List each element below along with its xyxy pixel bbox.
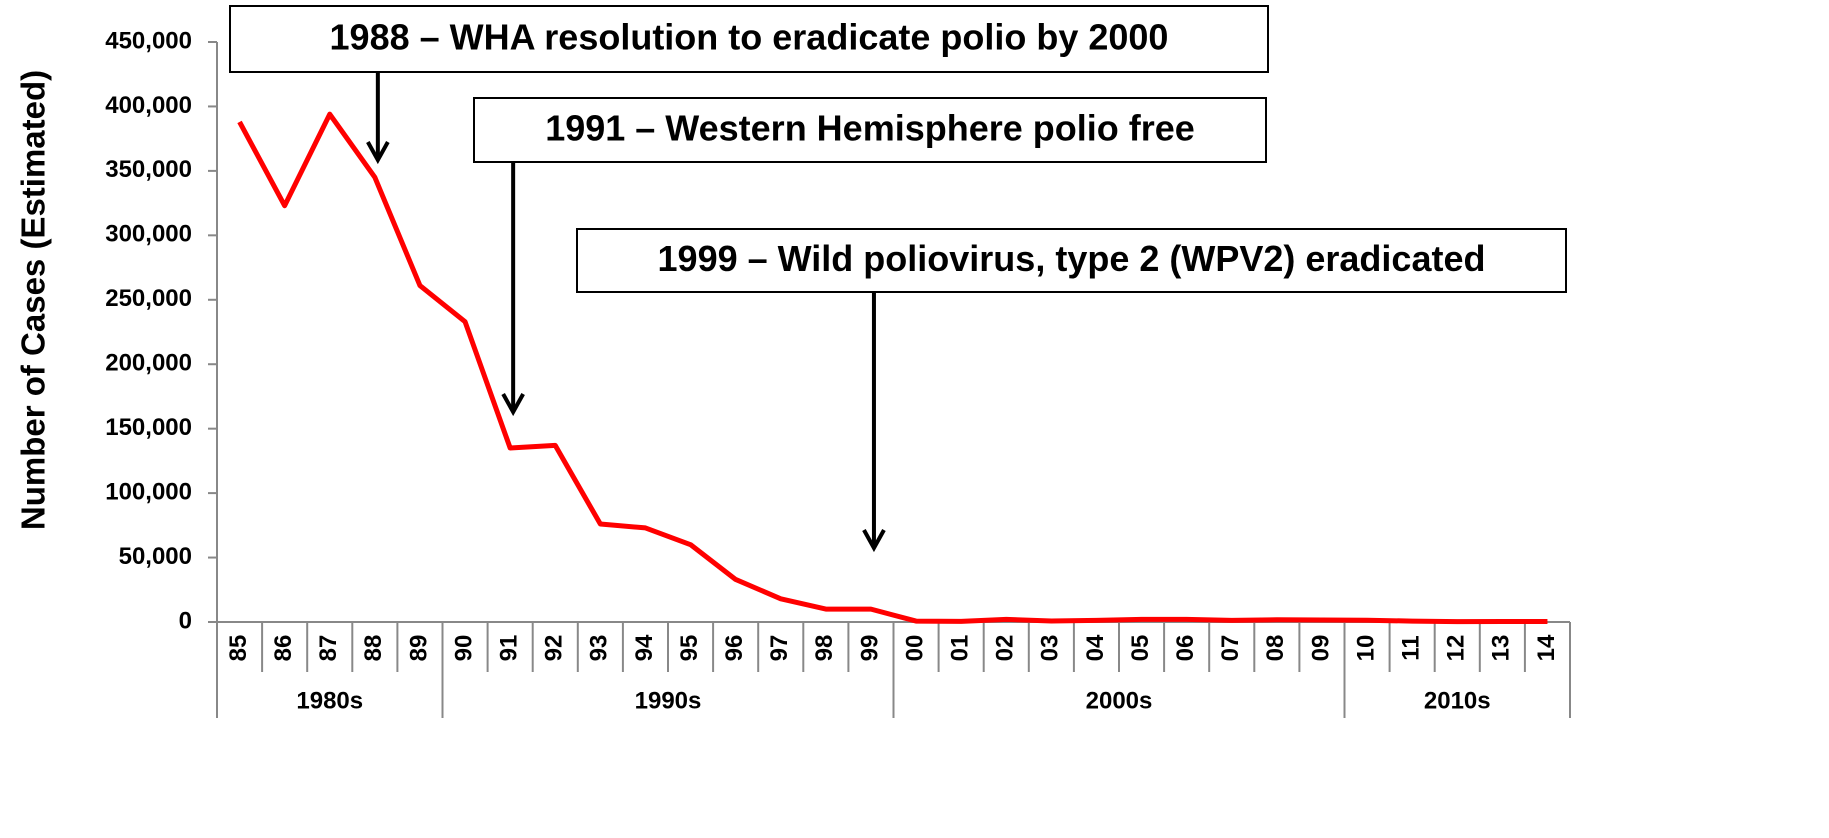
x-tick-label: 12	[1443, 635, 1470, 662]
x-tick-label: 06	[1172, 635, 1199, 662]
x-tick-label: 02	[992, 635, 1019, 662]
annotation-text: 1991 – Western Hemisphere polio free	[545, 108, 1195, 149]
x-tick-label: 13	[1488, 635, 1515, 662]
y-tick-label: 100,000	[105, 478, 192, 505]
x-tick-label: 89	[405, 635, 432, 662]
annotation-text: 1988 – WHA resolution to eradicate polio…	[330, 17, 1169, 58]
x-tick-label: 98	[811, 635, 838, 662]
y-tick-label: 450,000	[105, 27, 192, 54]
arrow-head	[501, 393, 525, 417]
x-tick-label: 86	[270, 635, 297, 662]
x-tick-label: 14	[1533, 634, 1560, 661]
y-tick-label: 250,000	[105, 285, 192, 312]
y-tick-label: 350,000	[105, 156, 192, 183]
x-tick-label: 93	[586, 635, 613, 662]
y-tick-label: 0	[179, 607, 192, 634]
y-tick-label: 400,000	[105, 92, 192, 119]
series-line	[237, 111, 1548, 625]
y-tick-label: 300,000	[105, 221, 192, 248]
arrow-head	[366, 141, 390, 165]
x-tick-label: 95	[676, 635, 703, 662]
x-tick-label: 88	[360, 635, 387, 662]
x-tick-label: 85	[225, 635, 252, 662]
x-tick-label: 05	[1127, 635, 1154, 662]
x-tick-label: 08	[1262, 635, 1289, 662]
x-tick-label: 92	[541, 635, 568, 662]
annotation-box	[229, 5, 1269, 73]
x-tick-label: 07	[1217, 635, 1244, 662]
x-tick-label: 00	[901, 635, 928, 662]
x-tick-label: 11	[1397, 635, 1424, 660]
y-tick-label: 150,000	[105, 414, 192, 441]
y-tick-label: 200,000	[105, 350, 192, 377]
y-axis-title: Number of Cases (Estimated)	[15, 70, 52, 530]
x-tick-label: 97	[766, 635, 793, 662]
x-group-label: 2010s	[1424, 687, 1491, 714]
x-group-label: 2000s	[1086, 687, 1153, 714]
x-tick-label: 09	[1307, 635, 1334, 662]
x-tick-label: 10	[1352, 635, 1379, 662]
x-group-label: 1990s	[635, 687, 702, 714]
annotation-box	[473, 97, 1267, 163]
y-tick-label: 50,000	[119, 543, 192, 570]
x-tick-label: 87	[315, 635, 342, 662]
x-tick-label: 01	[946, 635, 973, 662]
x-tick-label: 04	[1082, 634, 1109, 661]
annotation-box	[576, 228, 1567, 293]
x-tick-label: 90	[450, 635, 477, 662]
x-tick-label: 94	[631, 634, 658, 661]
x-group-label: 1980s	[296, 687, 363, 714]
x-tick-label: 99	[856, 635, 883, 662]
x-tick-label: 03	[1037, 635, 1064, 662]
arrow-head	[862, 529, 886, 553]
x-tick-label: 91	[495, 635, 522, 662]
x-tick-label: 96	[721, 635, 748, 662]
annotation-text: 1999 – Wild poliovirus, type 2 (WPV2) er…	[658, 238, 1486, 279]
